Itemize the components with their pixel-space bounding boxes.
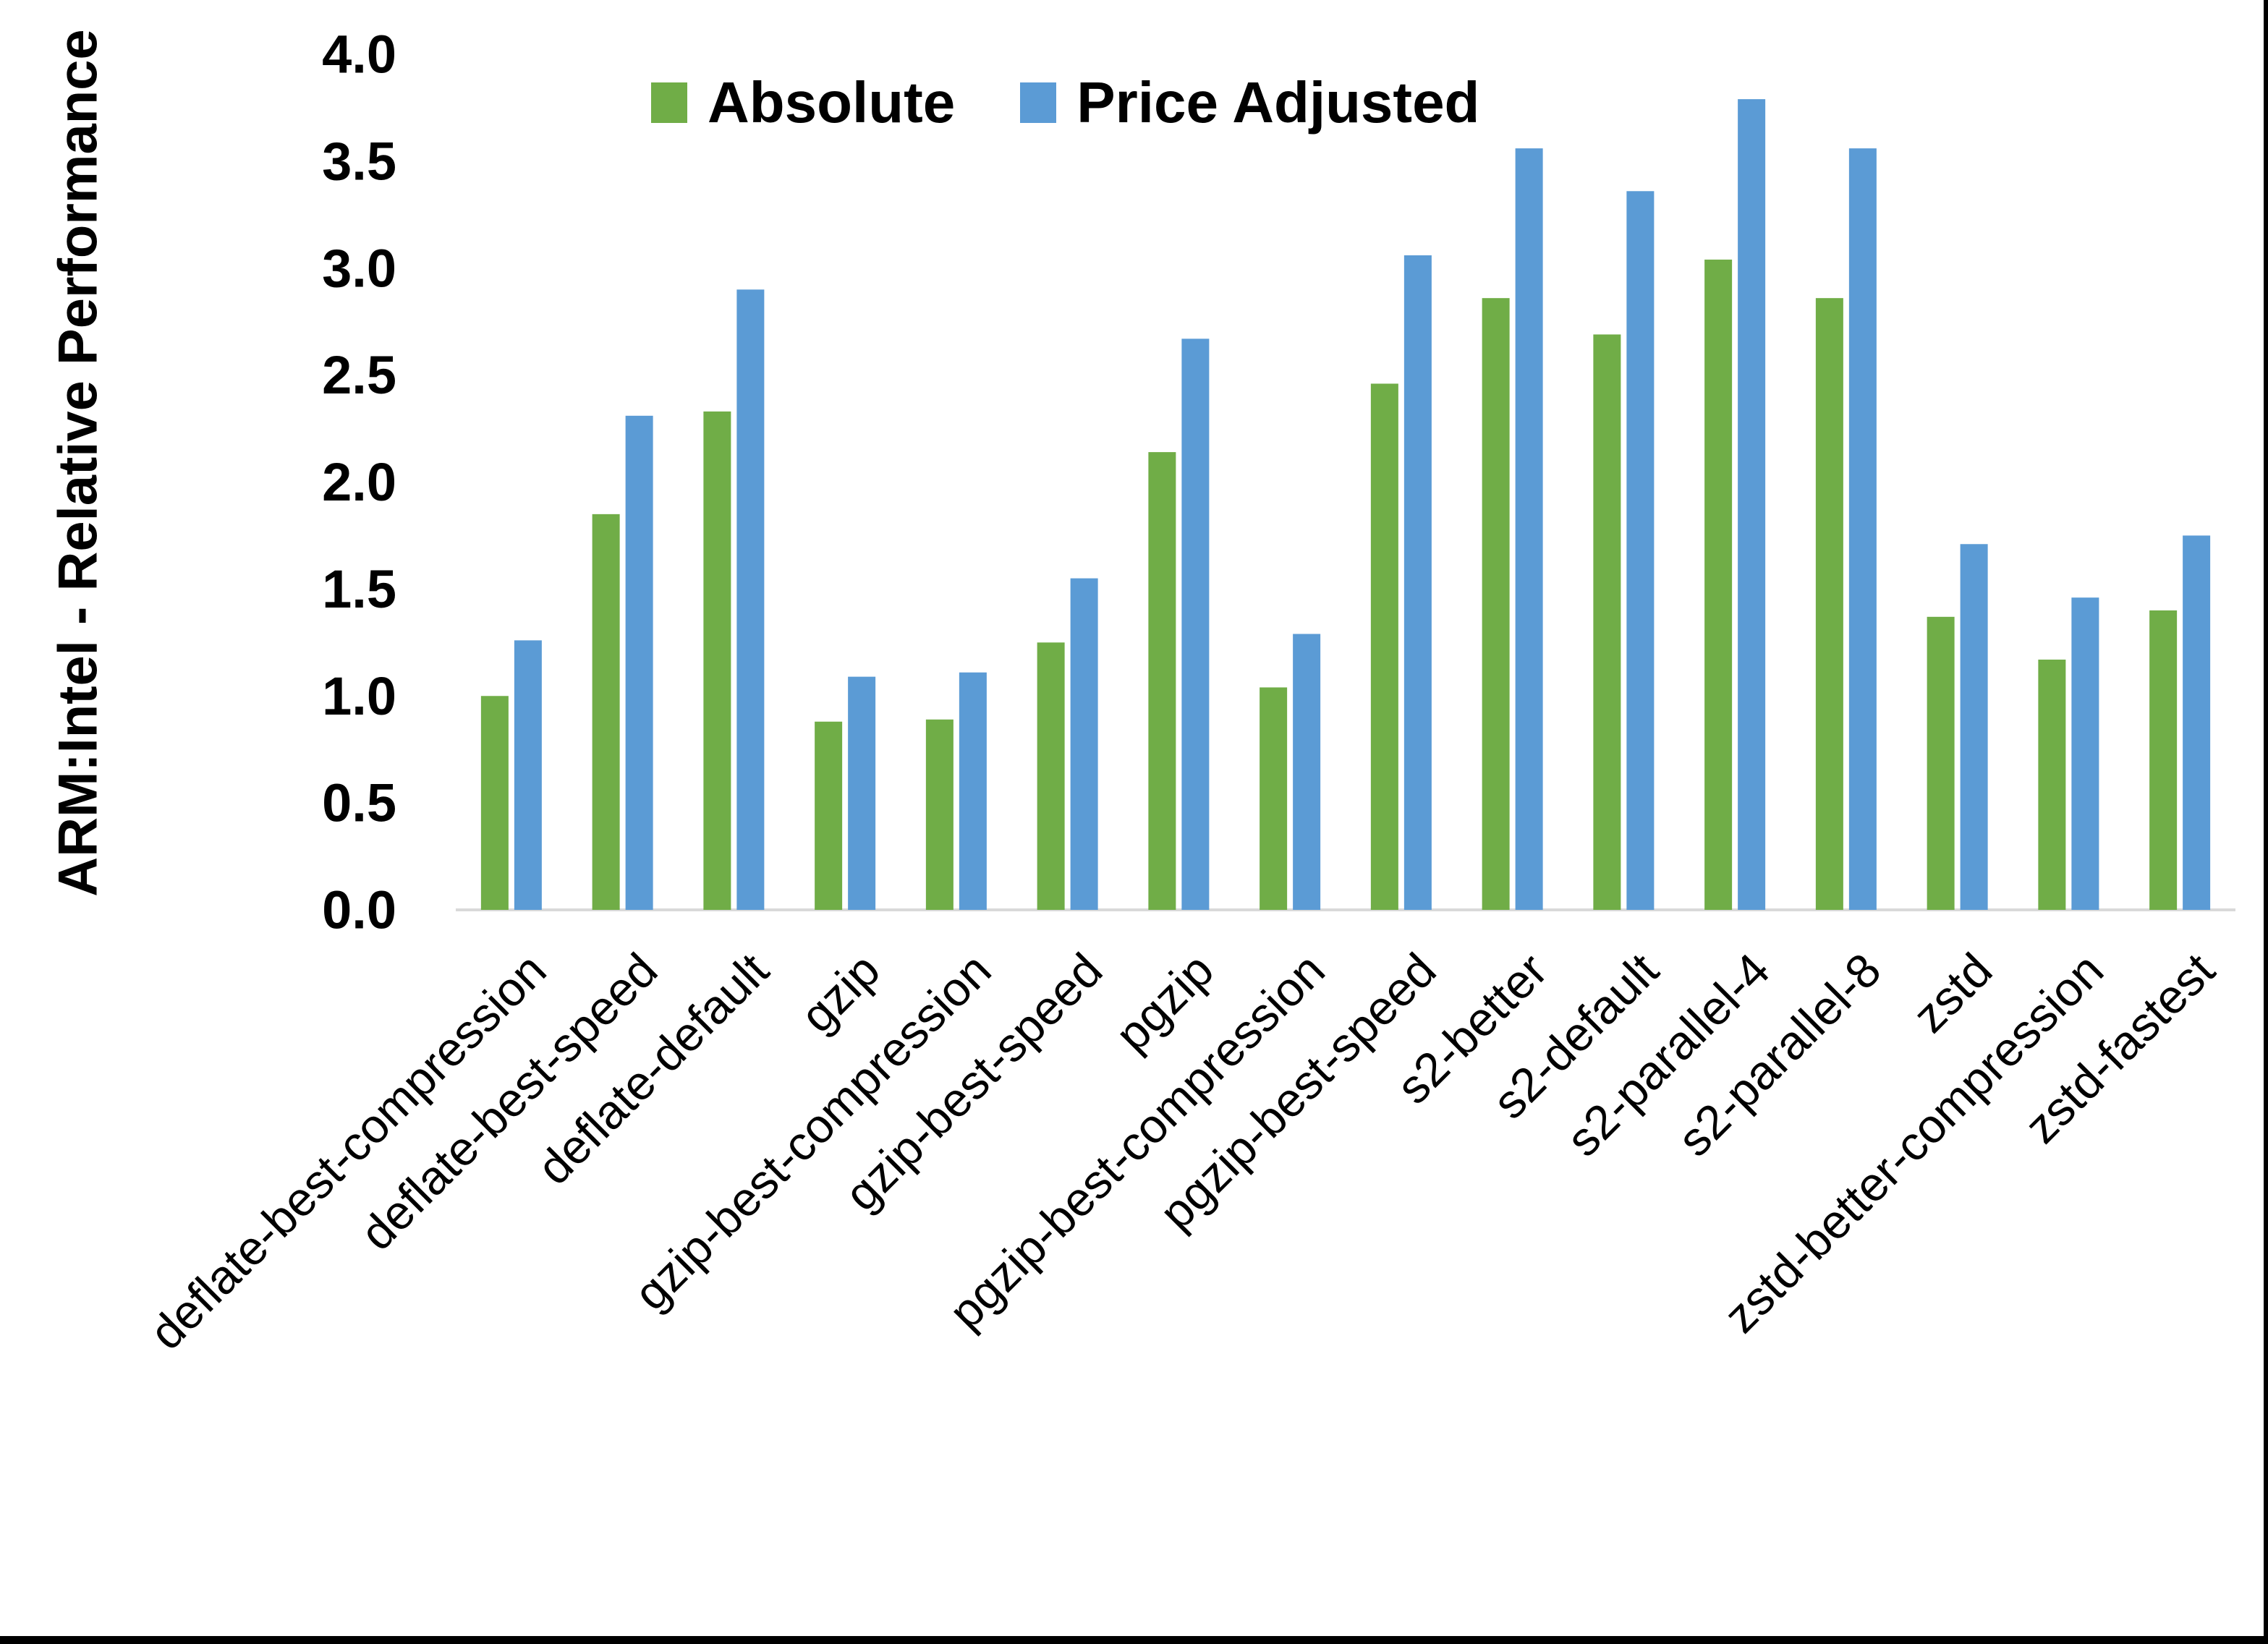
y-tick-label: 3.5: [322, 131, 396, 191]
bar-absolute-zstd-fastest: [2149, 610, 2178, 910]
bar-price-adjusted-gzip-best-speed: [1070, 578, 1098, 910]
bar-price-adjusted-gzip: [848, 676, 876, 910]
y-tick-label: 0.5: [322, 773, 396, 833]
bar-price-adjusted-s2-parallel-4: [1738, 99, 1766, 910]
bar-price-adjusted-pgzip: [1181, 338, 1210, 910]
y-tick-label: 2.5: [322, 345, 396, 405]
bar-absolute-deflate-best-compression: [480, 696, 509, 910]
bar-price-adjusted-deflate-default: [736, 289, 765, 910]
bar-absolute-deflate-default: [703, 411, 731, 910]
y-tick-label: 4.0: [322, 25, 396, 85]
legend-item-absolute: Absolute: [651, 69, 955, 136]
y-tick-label: 0.0: [322, 880, 396, 940]
bar-absolute-s2-better: [1482, 298, 1510, 910]
x-category-label: zstd: [1903, 943, 2002, 1043]
bar-absolute-zstd: [1927, 616, 1955, 910]
bar-absolute-s2-parallel-4: [1704, 259, 1733, 910]
absolute-series-swatch-icon: [651, 82, 687, 123]
legend: Absolute Price Adjusted: [651, 69, 1479, 136]
bar-price-adjusted-zstd-better-compression: [2071, 597, 2099, 910]
bar-absolute-gzip-best-compression: [925, 719, 954, 910]
bar-absolute-deflate-best-speed: [592, 514, 620, 910]
y-tick-label: 2.0: [322, 452, 396, 512]
legend-label-price-adjusted: Price Adjusted: [1076, 70, 1480, 135]
bar-price-adjusted-pgzip-best-speed: [1403, 255, 1432, 910]
bar-absolute-s2-parallel-8: [1815, 298, 1843, 910]
bar-price-adjusted-zstd: [1960, 544, 1988, 910]
y-tick-label: 3.0: [322, 238, 396, 298]
price-adjusted-series-swatch-icon: [1020, 82, 1057, 123]
bar-absolute-zstd-better-compression: [2038, 659, 2066, 910]
legend-item-price-adjusted: Price Adjusted: [1020, 69, 1479, 136]
y-tick-label: 1.0: [322, 666, 396, 726]
bar-price-adjusted-pgzip-best-compression: [1293, 634, 1321, 910]
bar-price-adjusted-gzip-best-compression: [959, 672, 987, 910]
bar-absolute-pgzip-best-compression: [1260, 687, 1288, 910]
bar-absolute-gzip: [815, 721, 843, 910]
bar-price-adjusted-deflate-best-compression: [514, 640, 542, 910]
bar-price-adjusted-s2-default: [1626, 191, 1655, 910]
bar-absolute-s2-default: [1593, 334, 1621, 910]
bar-price-adjusted-deflate-best-speed: [625, 415, 653, 910]
bar-price-adjusted-s2-better: [1515, 148, 1543, 910]
y-tick-label: 1.5: [322, 559, 396, 619]
x-category-label: gzip: [790, 943, 890, 1043]
bar-absolute-gzip-best-speed: [1037, 642, 1065, 910]
bar-absolute-pgzip-best-speed: [1370, 383, 1398, 910]
legend-label-absolute: Absolute: [708, 70, 956, 135]
bar-price-adjusted-zstd-fastest: [2183, 535, 2211, 910]
bar-absolute-pgzip: [1148, 452, 1176, 910]
bar-price-adjusted-s2-parallel-8: [1848, 148, 1877, 910]
